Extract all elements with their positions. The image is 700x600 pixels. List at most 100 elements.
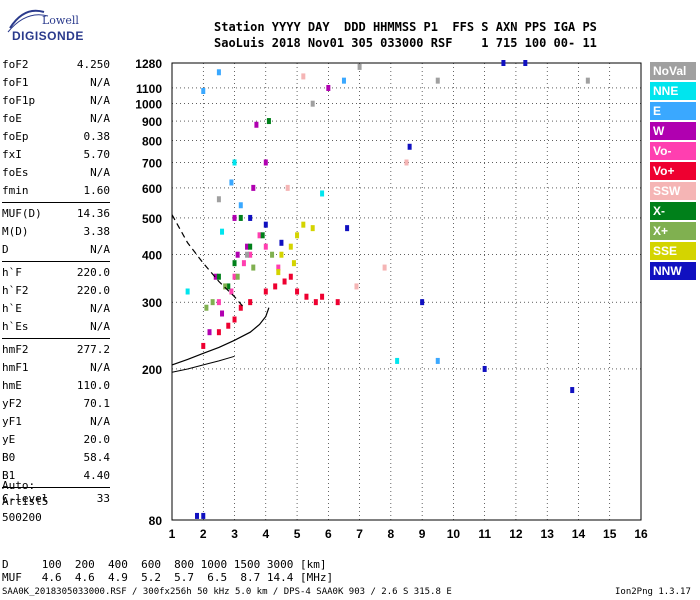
data-point bbox=[235, 273, 240, 280]
auto-scaling-info: Auto: Artist5 500200 bbox=[2, 478, 48, 526]
data-point bbox=[313, 299, 318, 306]
x-tick-label: 5 bbox=[294, 527, 301, 541]
data-point bbox=[248, 243, 253, 250]
y-tick-label: 600 bbox=[142, 182, 162, 196]
data-point bbox=[570, 387, 575, 394]
param-label: B1 bbox=[2, 469, 16, 482]
data-point bbox=[220, 310, 225, 317]
param-value: 58.4 bbox=[83, 451, 111, 464]
data-point bbox=[201, 342, 206, 349]
data-point bbox=[201, 88, 206, 95]
data-point bbox=[279, 239, 284, 246]
data-point bbox=[335, 299, 340, 306]
auto-code: 500200 bbox=[2, 511, 42, 524]
data-point bbox=[241, 260, 246, 267]
param-value: 70.1 bbox=[83, 397, 111, 410]
param-row: foEs N/A bbox=[2, 164, 110, 182]
param-label: M(D) bbox=[2, 225, 29, 238]
param-row: hmF2 277.2 bbox=[2, 341, 110, 359]
data-point bbox=[238, 214, 243, 221]
data-point bbox=[216, 69, 221, 76]
data-point bbox=[216, 299, 221, 306]
param-row: B1 4.40 bbox=[2, 467, 110, 485]
param-value: 20.0 bbox=[83, 433, 111, 446]
x-tick-label: 9 bbox=[419, 527, 426, 541]
param-label: foF1p bbox=[2, 94, 36, 107]
legend-item: X+ bbox=[650, 222, 696, 240]
y-tick-label: 200 bbox=[142, 363, 162, 377]
data-point bbox=[266, 118, 271, 125]
data-point bbox=[254, 121, 259, 128]
data-point bbox=[301, 221, 306, 228]
param-row: yF1 N/A bbox=[2, 413, 110, 431]
x-tick-label: 8 bbox=[388, 527, 395, 541]
data-point bbox=[282, 278, 287, 285]
param-row: B0 58.4 bbox=[2, 449, 110, 467]
legend-item: SSE bbox=[650, 242, 696, 260]
param-value: 110.0 bbox=[76, 379, 110, 392]
data-point bbox=[229, 288, 234, 295]
param-value: N/A bbox=[90, 320, 110, 333]
x-tick-label: 3 bbox=[231, 527, 238, 541]
data-point bbox=[585, 77, 590, 84]
auto-label: Auto: bbox=[2, 479, 36, 492]
data-point bbox=[501, 60, 506, 66]
param-row: fxI 5.70 bbox=[2, 146, 110, 164]
data-point bbox=[232, 214, 237, 221]
param-label: hmF1 bbox=[2, 361, 29, 374]
data-point bbox=[295, 232, 300, 239]
param-row: fmin 1.60 bbox=[2, 182, 110, 200]
data-point bbox=[320, 190, 325, 197]
auto-artist: Artist5 bbox=[2, 495, 49, 508]
legend: NoVal NNE E W Vo- Vo+ SSW X- X+ SSE NNW bbox=[650, 62, 696, 282]
y-tick-label: 900 bbox=[142, 115, 162, 129]
param-label: fxI bbox=[2, 148, 22, 161]
param-value: 14.36 bbox=[76, 207, 110, 220]
param-label: h`Es bbox=[2, 320, 29, 333]
data-point bbox=[263, 288, 268, 295]
data-point bbox=[201, 512, 206, 519]
param-label: foEp bbox=[2, 130, 29, 143]
param-label: h`F bbox=[2, 266, 22, 279]
data-point bbox=[279, 251, 284, 258]
data-point bbox=[288, 243, 293, 250]
data-point bbox=[260, 232, 265, 239]
param-row: hmF1 N/A bbox=[2, 359, 110, 377]
data-point bbox=[229, 179, 234, 186]
footer-version: Ion2Png 1.3.17 bbox=[615, 587, 691, 597]
param-row: M(D) 3.38 bbox=[2, 223, 110, 241]
data-point bbox=[238, 202, 243, 209]
data-point bbox=[251, 184, 256, 191]
data-point bbox=[248, 214, 253, 221]
param-label: foEs bbox=[2, 166, 29, 179]
y-tick-label: 400 bbox=[142, 249, 162, 263]
param-value: N/A bbox=[90, 415, 110, 428]
param-row: h`F2 220.0 bbox=[2, 282, 110, 300]
x-tick-label: 10 bbox=[447, 527, 461, 541]
data-point bbox=[226, 322, 231, 329]
param-value: 0.38 bbox=[83, 130, 111, 143]
data-point bbox=[382, 264, 387, 271]
x-tick-label: 15 bbox=[603, 527, 617, 541]
data-point bbox=[245, 251, 250, 258]
param-value: N/A bbox=[90, 76, 110, 89]
param-value: 220.0 bbox=[76, 284, 110, 297]
data-point bbox=[223, 283, 228, 290]
param-row: foF2 4.250 bbox=[2, 56, 110, 74]
param-value: 3.38 bbox=[83, 225, 111, 238]
param-value: 220.0 bbox=[76, 266, 110, 279]
param-row: MUF(D) 14.36 bbox=[2, 205, 110, 223]
param-value: N/A bbox=[90, 361, 110, 374]
data-point bbox=[216, 273, 221, 280]
data-point bbox=[232, 316, 237, 323]
data-point bbox=[435, 77, 440, 84]
y-tick-label: 1280 bbox=[135, 57, 162, 71]
data-point bbox=[238, 304, 243, 311]
data-point bbox=[195, 512, 200, 519]
y-tick-label: 800 bbox=[142, 134, 162, 148]
data-point bbox=[263, 159, 268, 166]
data-point bbox=[523, 60, 528, 66]
param-label: yF2 bbox=[2, 397, 22, 410]
y-tick-label: 500 bbox=[142, 212, 162, 226]
data-point bbox=[248, 251, 253, 258]
